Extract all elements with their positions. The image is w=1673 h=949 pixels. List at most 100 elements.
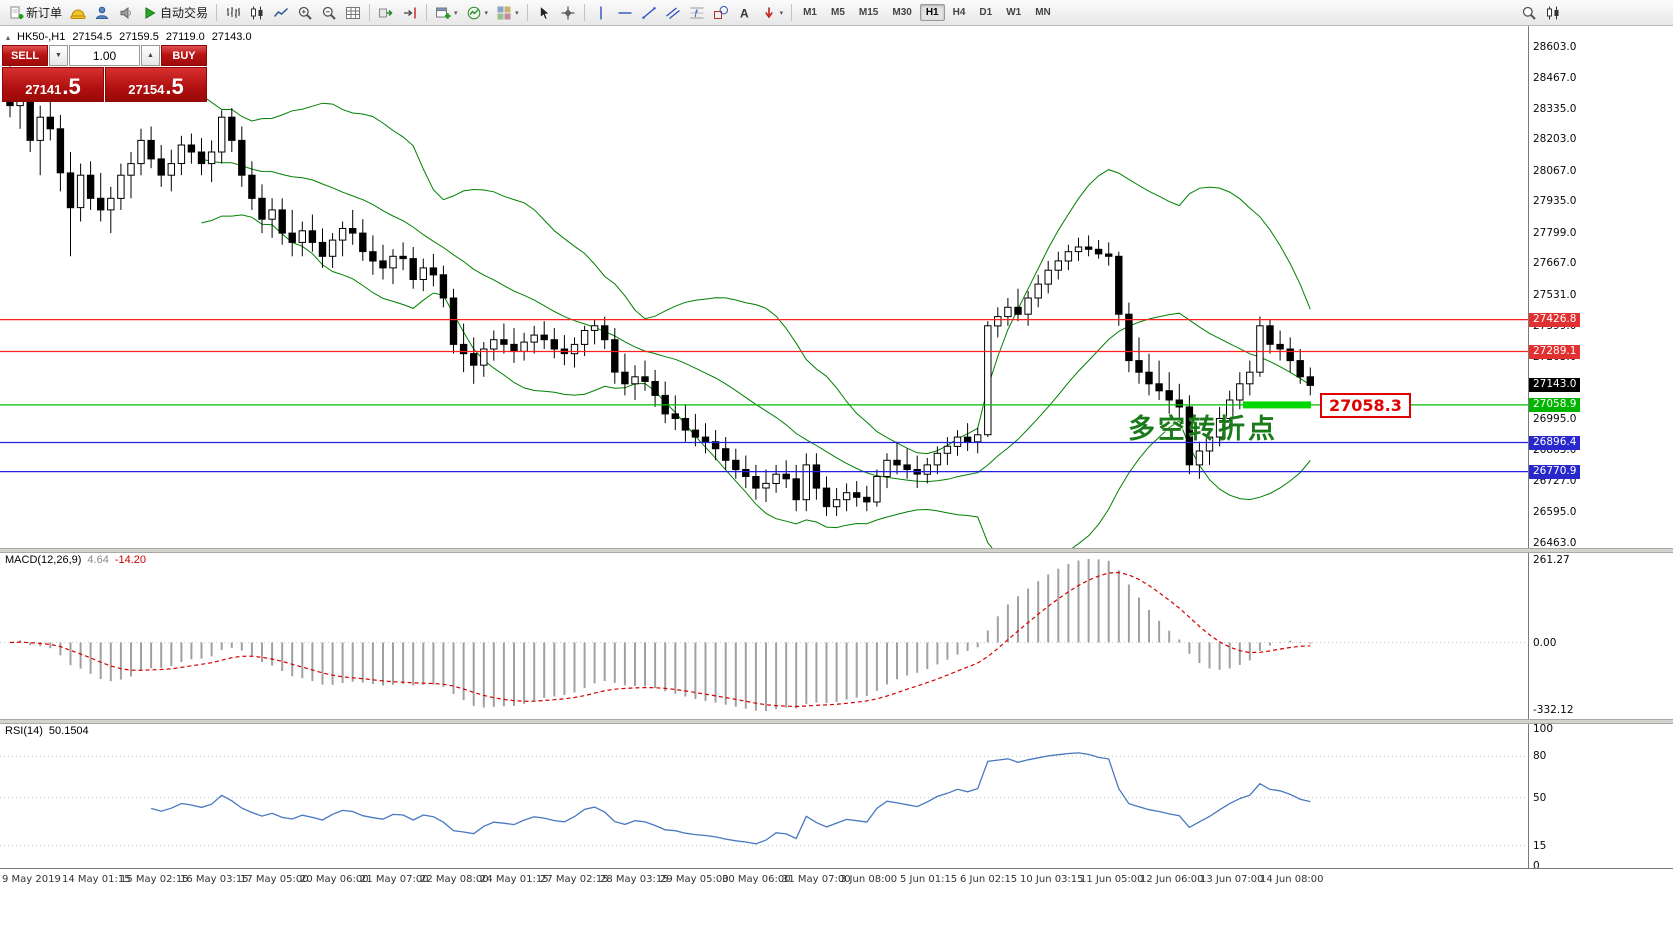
- hline-price-label[interactable]: 27426.8: [1529, 312, 1581, 327]
- chevron-down-icon: ▼: [55, 52, 62, 59]
- time-axis-label: 9 May 2019: [2, 874, 61, 885]
- auto-trading-button-label: 自动交易: [160, 6, 209, 20]
- templates-button[interactable]: ▾: [492, 1, 523, 24]
- channel-button[interactable]: [661, 1, 685, 24]
- rsi-level-lines: [0, 755, 1528, 846]
- volume-input[interactable]: [69, 45, 140, 66]
- time-axis-label: 16 May 03:15: [180, 874, 249, 885]
- market-watch-button[interactable]: [90, 1, 114, 24]
- candlestick-chart-button[interactable]: [245, 1, 269, 24]
- vline-icon: [599, 6, 602, 19]
- crosshair-button[interactable]: [556, 1, 580, 24]
- fibonacci-button[interactable]: f: [685, 1, 709, 24]
- cursor-button[interactable]: [532, 1, 556, 24]
- toolbar-separator: [526, 4, 528, 21]
- sell-button[interactable]: SELL: [2, 45, 48, 66]
- time-axis-label: 5 Jun 01:15: [900, 874, 958, 885]
- horizontal-line-button[interactable]: [613, 1, 637, 24]
- macd-axis[interactable]: 261.27 0.00 -332.12: [1528, 551, 1673, 719]
- macd-axis-label: 261.27: [1533, 554, 1570, 566]
- autoscroll-icon: [379, 8, 393, 17]
- profiles-button[interactable]: [66, 1, 90, 24]
- line-chart-button[interactable]: [269, 1, 293, 24]
- zoom-in-icon: [298, 6, 312, 20]
- time-axis[interactable]: 9 May 2019 14 May 01:15 15 May 02:15 16 May…: [0, 868, 1673, 949]
- trendline-button[interactable]: [637, 1, 661, 24]
- new-order-button[interactable]: 新订单: [4, 1, 66, 24]
- chart-shift-button[interactable]: [398, 1, 422, 24]
- profile-icon: [70, 9, 86, 19]
- sound-alert-button[interactable]: [114, 1, 138, 24]
- price-axis[interactable]: 28603.0 28467.0 28335.0 28203.0 28067.0 27935…: [1528, 26, 1673, 548]
- time-axis-label: 6 Jun 02:15: [960, 874, 1018, 885]
- timeframe-w1-button[interactable]: W1: [1006, 7, 1022, 18]
- bar-chart-button[interactable]: [221, 1, 245, 24]
- zoom-out-button[interactable]: [317, 1, 341, 24]
- timeframe-m1-button[interactable]: M1: [803, 7, 817, 18]
- price-chart-panel[interactable]: 28603.0 28467.0 28335.0 28203.0 28067.0 27935…: [0, 26, 1673, 548]
- timeframe-m5-button[interactable]: M5: [831, 7, 845, 18]
- buy-button[interactable]: BUY: [161, 45, 207, 66]
- timeframe-m15-button[interactable]: M15: [858, 7, 879, 18]
- timeframe-mn-button[interactable]: MN: [1035, 7, 1051, 18]
- macd-histogram: [19, 559, 1312, 711]
- panel-splitter[interactable]: [0, 719, 1673, 724]
- timeframe-h4-button[interactable]: H4: [952, 7, 966, 18]
- search-icon: [1522, 6, 1536, 20]
- sell-price-main: 27141: [25, 81, 62, 97]
- hline-price-label[interactable]: 27289.1: [1529, 344, 1581, 359]
- price-tick-label: 27799.0: [1533, 226, 1577, 239]
- panel-splitter[interactable]: [0, 548, 1673, 553]
- macd-signal-value: -14.20: [114, 554, 147, 566]
- macd-panel[interactable]: 261.27 0.00 -332.12 MACD(12,26,9) 4.64 -14…: [0, 551, 1673, 719]
- tile-windows-button[interactable]: [341, 1, 365, 24]
- new-chart-button[interactable]: ▾: [431, 1, 462, 24]
- price-tick-label: 28603.0: [1533, 40, 1577, 53]
- hline-price-label[interactable]: 27058.9: [1529, 397, 1581, 412]
- rsi-panel[interactable]: 100 80 50 15 0 RSI(14) 50.1504: [0, 722, 1673, 868]
- search-button[interactable]: [1517, 1, 1541, 24]
- text-label-button[interactable]: A: [733, 1, 757, 24]
- shapes-button[interactable]: [709, 1, 733, 24]
- symbol-marker-icon: ▴: [6, 32, 11, 42]
- svg-text:A: A: [740, 6, 749, 20]
- zoom-in-button[interactable]: [293, 1, 317, 24]
- macd-plot[interactable]: [0, 551, 1528, 719]
- vertical-line-button[interactable]: [589, 1, 613, 24]
- candlesticks: [6, 66, 1314, 516]
- indicators-button[interactable]: ▾: [462, 1, 493, 24]
- ohlc-open: 27154.5: [72, 31, 113, 43]
- hline-price-label[interactable]: 26770.9: [1529, 464, 1581, 479]
- auto-trading-button[interactable]: 自动交易: [138, 1, 212, 24]
- horizontal-level-lines[interactable]: [0, 319, 1528, 473]
- dropdown-arrow-icon: ▾: [454, 9, 458, 17]
- time-axis-label: 13 Jun 07:00: [1200, 874, 1264, 885]
- chart-window-button[interactable]: [1541, 1, 1565, 24]
- volume-decrease-button[interactable]: ▼: [49, 45, 68, 66]
- price-tick-label: 28467.0: [1533, 72, 1577, 84]
- volume-increase-button[interactable]: ▲: [141, 45, 160, 66]
- shapes-icon: [713, 5, 728, 19]
- timeframe-d1-button[interactable]: D1: [979, 7, 993, 18]
- trade-panel-controls: SELL ▼ ▲ BUY: [2, 45, 207, 66]
- candlestick-chart[interactable]: [0, 26, 1528, 548]
- timeframe-m30-button[interactable]: M30: [892, 7, 912, 18]
- shift-icon: [404, 7, 416, 18]
- buy-price-display[interactable]: 27154 .5: [105, 67, 207, 102]
- auto-scroll-button[interactable]: [374, 1, 398, 24]
- hline-price-label[interactable]: 26896.4: [1529, 435, 1581, 450]
- doc-plus-icon: [10, 6, 24, 19]
- toolbar-right-group: [1517, 1, 1565, 24]
- window-plus-icon: [436, 7, 451, 19]
- timeframe-h1-button[interactable]: H1: [919, 4, 945, 21]
- sell-price-display[interactable]: 27141 .5: [2, 67, 104, 102]
- price-tick-label: 28203.0: [1533, 133, 1577, 146]
- price-tick-label: 26463.0: [1533, 536, 1577, 549]
- time-axis-label: 27 May 02:15: [540, 874, 609, 885]
- rsi-plot[interactable]: [0, 722, 1528, 868]
- rsi-axis[interactable]: 100 80 50 15 0: [1528, 722, 1673, 868]
- macd-name: MACD(12,26,9): [5, 554, 82, 566]
- dropdown-arrow-icon: ▾: [484, 9, 489, 17]
- arrows-button[interactable]: ▾: [757, 1, 788, 24]
- buy-price-main: 27154: [128, 81, 165, 97]
